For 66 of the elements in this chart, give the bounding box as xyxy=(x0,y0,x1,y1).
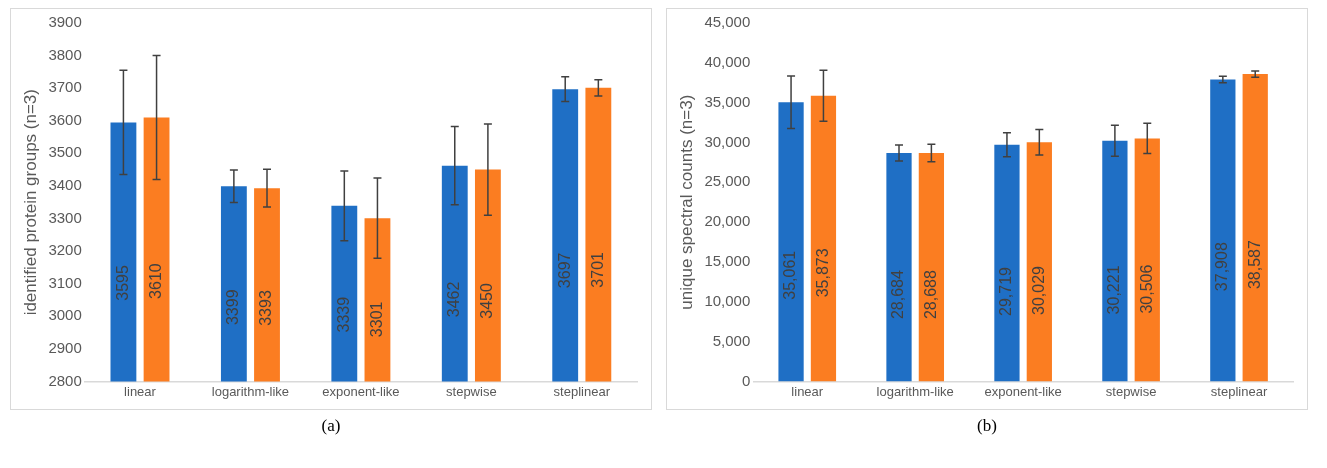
y-tick-label: 40,000 xyxy=(704,52,751,70)
y-tick-label: 3900 xyxy=(48,13,82,31)
data-label: 3701 xyxy=(588,251,606,288)
data-label: 3393 xyxy=(257,290,275,326)
bar xyxy=(994,144,1020,382)
y-tick-label: 5,000 xyxy=(712,331,751,349)
data-label: 38,587 xyxy=(1245,240,1263,290)
data-label: 30,506 xyxy=(1137,264,1155,314)
y-tick-label: 35,000 xyxy=(704,92,751,110)
bar xyxy=(1102,140,1128,382)
y-axis-title: identified protein groups (n=3) xyxy=(20,89,40,316)
text: (a) xyxy=(321,416,341,436)
bar xyxy=(1026,142,1052,382)
x-tick-label: steplinear xyxy=(1210,383,1268,399)
y-tick-label: 3100 xyxy=(48,273,82,291)
data-label: 35,061 xyxy=(781,250,799,300)
data-label: 3595 xyxy=(113,265,131,301)
x-tick-label: logarithm-like xyxy=(211,383,290,399)
y-tick-label: 25,000 xyxy=(704,172,751,190)
y-tick-label: 30,000 xyxy=(704,132,751,150)
y-tick-label: 15,000 xyxy=(704,252,751,270)
data-label: 30,029 xyxy=(1029,265,1047,315)
x-tick-label: linear xyxy=(791,383,824,399)
y-tick-label: 3200 xyxy=(48,241,82,259)
y-tick-label: 2800 xyxy=(48,371,82,389)
data-label: 3462 xyxy=(445,281,463,318)
data-label: 28,688 xyxy=(921,270,939,320)
y-tick-label: 0 xyxy=(741,371,751,389)
bar xyxy=(778,102,804,382)
y-tick-label: 3500 xyxy=(48,143,82,161)
bar xyxy=(1242,74,1268,382)
x-tick-label: exponent-like xyxy=(322,383,400,399)
y-tick-label: 3300 xyxy=(48,208,82,226)
data-label: 3301 xyxy=(367,301,385,338)
y-tick-label: 3000 xyxy=(48,306,82,324)
data-label: 3697 xyxy=(555,252,573,289)
y-tick-label: 45,000 xyxy=(704,13,751,31)
x-tick-label: steplinear xyxy=(553,383,611,399)
bar xyxy=(1134,138,1160,382)
data-label: 3450 xyxy=(478,283,496,319)
data-label: 29,719 xyxy=(997,266,1015,316)
y-tick-label: 3700 xyxy=(48,78,82,96)
data-label: 3399 xyxy=(224,289,242,326)
data-label: 35,873 xyxy=(813,248,831,298)
y-tick-label: 2900 xyxy=(48,338,82,356)
data-label: 3339 xyxy=(334,296,352,333)
bar xyxy=(918,152,945,382)
y-tick-label: 3400 xyxy=(48,176,82,194)
x-tick-label: logarithm-like xyxy=(876,383,954,399)
bar xyxy=(1210,79,1236,382)
bar xyxy=(886,152,912,382)
y-tick-label: 20,000 xyxy=(704,212,751,230)
x-tick-label: stepwise xyxy=(446,383,497,399)
data-label: 28,684 xyxy=(889,270,907,320)
data-label: 30,221 xyxy=(1105,265,1123,315)
y-tick-label: 3600 xyxy=(48,110,82,128)
data-label: 37,908 xyxy=(1213,242,1231,292)
x-tick-label: linear xyxy=(124,383,157,399)
bar xyxy=(810,95,837,382)
y-tick-label: 10,000 xyxy=(704,291,751,309)
data-label: 3610 xyxy=(146,263,164,299)
y-axis-title: unique spectral counts (n=3) xyxy=(676,94,696,310)
x-tick-label: exponent-like xyxy=(984,383,1062,399)
y-tick-label: 3800 xyxy=(48,45,82,63)
text: (b) xyxy=(977,416,997,436)
x-tick-label: stepwise xyxy=(1105,383,1157,399)
